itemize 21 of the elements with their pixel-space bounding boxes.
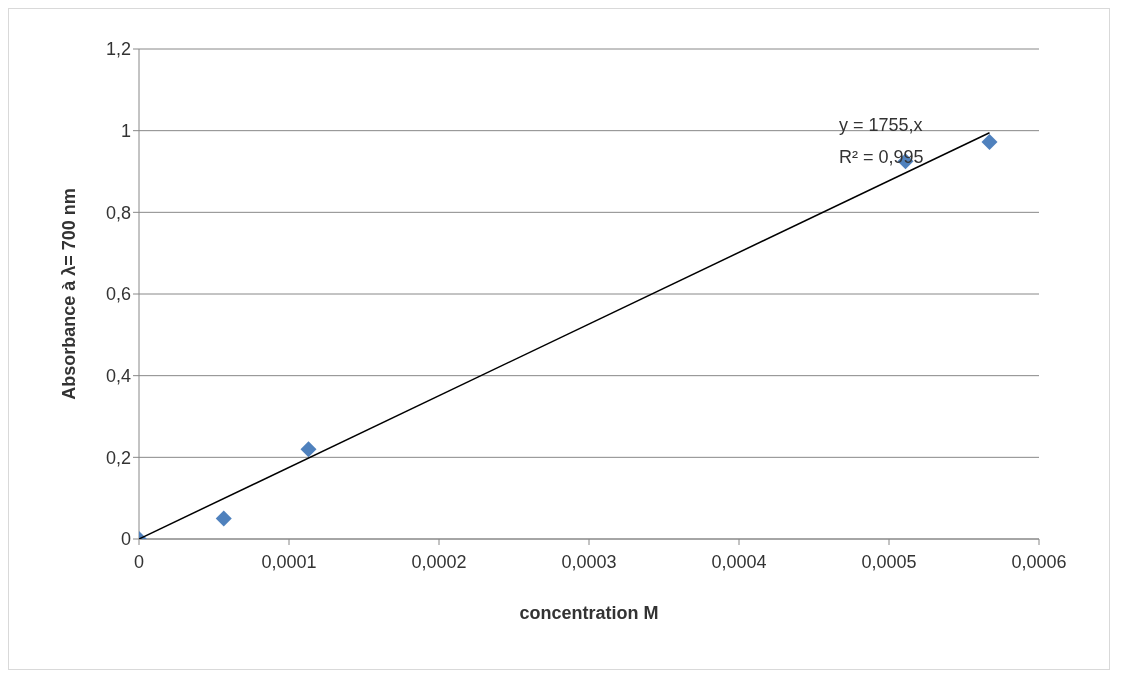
y-tick-label: 1 [120, 121, 131, 142]
x-tick-label: 0,0004 [711, 551, 767, 572]
x-tick-label: 0,0003 [561, 551, 617, 572]
x-tick-label: 0,0005 [861, 551, 917, 572]
y-tick-label: 0,2 [105, 447, 131, 468]
y-axis-title: Absorbance à λ= 700 nm [59, 188, 80, 400]
y-tick-label: 1,2 [105, 39, 131, 60]
x-tick-label: 0,0002 [411, 551, 467, 572]
y-tick-label: 0,8 [105, 202, 131, 223]
point [215, 510, 232, 527]
x-axis-title: concentration M [519, 603, 659, 623]
x-tick-label: 0,0001 [261, 551, 317, 572]
y-tick-label: 0,4 [105, 366, 131, 387]
annotation: R² = 0,995 [839, 146, 924, 169]
x-tick-label: 0 [133, 551, 145, 572]
y-tick-label: 0,6 [105, 284, 131, 305]
annotation: y = 1755,x [839, 114, 924, 137]
point [981, 134, 998, 151]
y-tick-label: 0 [120, 529, 131, 550]
x-tick-label: 0,0006 [1011, 551, 1067, 572]
point [300, 441, 317, 458]
